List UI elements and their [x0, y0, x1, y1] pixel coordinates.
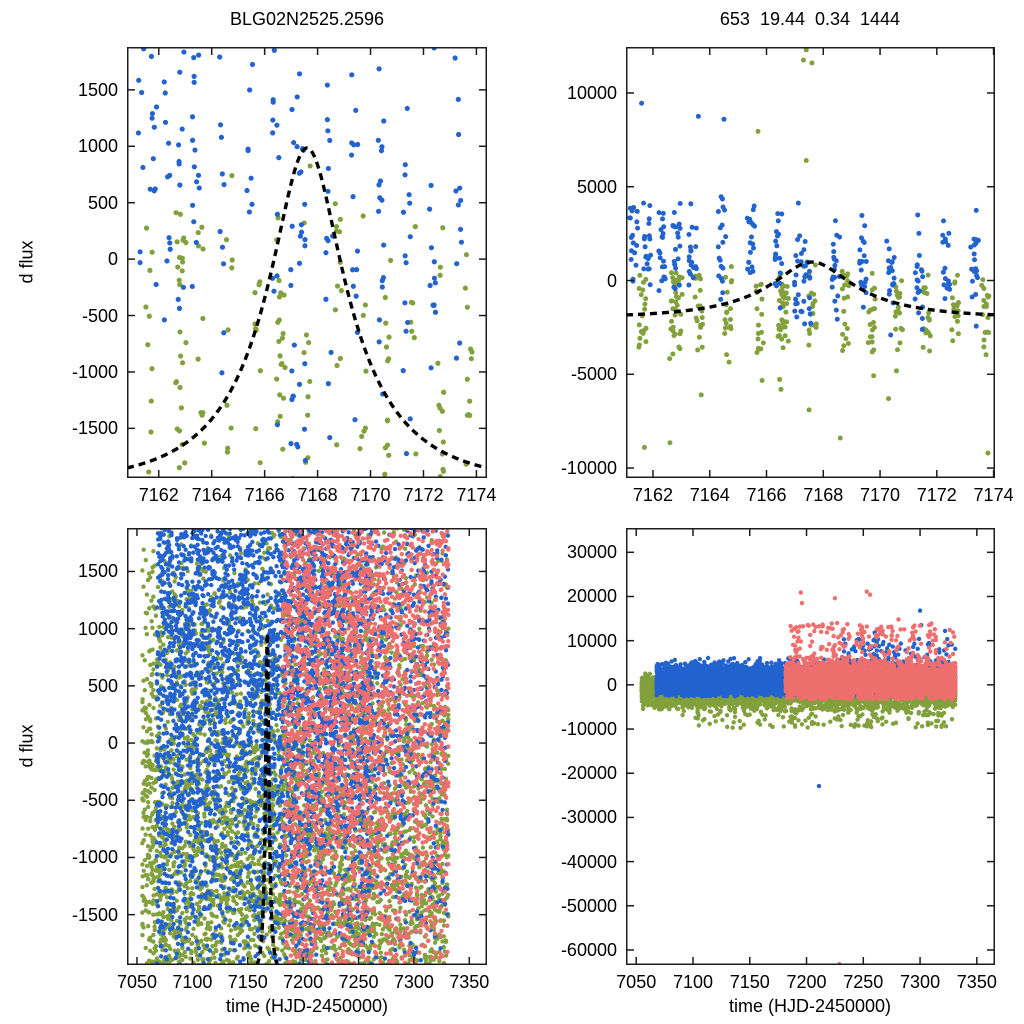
y-tick-label: 0 [107, 733, 118, 754]
x-tick-label: 7250 [843, 972, 884, 992]
x-tick-label: 7150 [729, 972, 770, 992]
panel-bottom-left-canvas [127, 528, 487, 965]
y-tick-label: 0 [606, 270, 617, 291]
x-axis-label-bottom-right: time (HJD-2450000) [728, 996, 892, 1016]
y-tick-label: 500 [87, 192, 118, 213]
x-tick-label: 7300 [393, 972, 434, 992]
y-tick-label: -10000 [560, 458, 617, 479]
panel-top-right [626, 47, 995, 478]
panel-top-left-canvas [127, 47, 487, 478]
y-tick-label: -1500 [71, 418, 118, 439]
x-tick-label: 7164 [689, 485, 730, 505]
y-tick-label: -20000 [560, 763, 617, 784]
panel-title-top-left: BLG02N2525.2596 [229, 9, 385, 29]
y-tick-label: 500 [87, 675, 118, 696]
x-tick-label: 7166 [244, 485, 285, 505]
y-tick-label: 1000 [77, 618, 118, 639]
x-tick-label: 7174 [456, 485, 497, 505]
y-tick-label: 10000 [566, 630, 617, 651]
y-tick-label: -500 [81, 790, 118, 811]
x-tick-label: 7350 [449, 972, 490, 992]
x-tick-label: 7300 [900, 972, 941, 992]
x-tick-label: 7164 [191, 485, 232, 505]
y-tick-label: -5000 [570, 364, 617, 385]
y-tick-label: -1500 [71, 904, 118, 925]
panel-bottom-right [626, 528, 995, 965]
y-tick-label: -1000 [71, 847, 118, 868]
y-tick-label: 1500 [77, 561, 118, 582]
y-tick-label: -40000 [560, 851, 617, 872]
y-tick-label: -50000 [560, 895, 617, 916]
panel-top-left [127, 47, 487, 478]
y-tick-label: 0 [107, 249, 118, 270]
y-tick-label: 5000 [576, 176, 617, 197]
x-tick-label: 7168 [803, 485, 844, 505]
y-tick-label: -1000 [71, 361, 118, 382]
panel-bottom-left [127, 528, 487, 965]
y-tick-label: -500 [81, 305, 118, 326]
x-tick-label: 7162 [138, 485, 179, 505]
panel-title-top-right: 653 19.44 0.34 1444 [719, 9, 901, 29]
y-tick-label: -10000 [560, 719, 617, 740]
panel-bottom-right-canvas [626, 528, 995, 965]
x-tick-label: 7170 [860, 485, 901, 505]
panel-top-right-canvas [626, 47, 995, 478]
x-tick-label: 7150 [227, 972, 268, 992]
x-tick-label: 7050 [116, 972, 157, 992]
x-tick-label: 7350 [956, 972, 997, 992]
x-tick-label: 7170 [350, 485, 391, 505]
y-tick-label: -30000 [560, 807, 617, 828]
x-tick-label: 7250 [338, 972, 379, 992]
y-tick-label: 20000 [566, 586, 617, 607]
x-tick-label: 7172 [403, 485, 444, 505]
x-tick-label: 7200 [283, 972, 324, 992]
x-tick-label: 7200 [786, 972, 827, 992]
x-tick-label: 7162 [632, 485, 673, 505]
y-tick-label: -60000 [560, 939, 617, 960]
y-tick-label: 30000 [566, 542, 617, 563]
x-axis-label-bottom-left: time (HJD-2450000) [225, 996, 389, 1016]
x-tick-label: 7050 [616, 972, 657, 992]
y-tick-label: 0 [606, 674, 617, 695]
x-tick-label: 7100 [672, 972, 713, 992]
x-tick-label: 7168 [297, 485, 338, 505]
y-tick-label: 10000 [566, 82, 617, 103]
x-tick-label: 7174 [973, 485, 1014, 505]
x-tick-label: 7166 [746, 485, 787, 505]
y-tick-label: 1000 [77, 136, 118, 157]
x-tick-label: 7100 [172, 972, 213, 992]
y-tick-label: 1500 [77, 79, 118, 100]
x-tick-label: 7172 [916, 485, 957, 505]
